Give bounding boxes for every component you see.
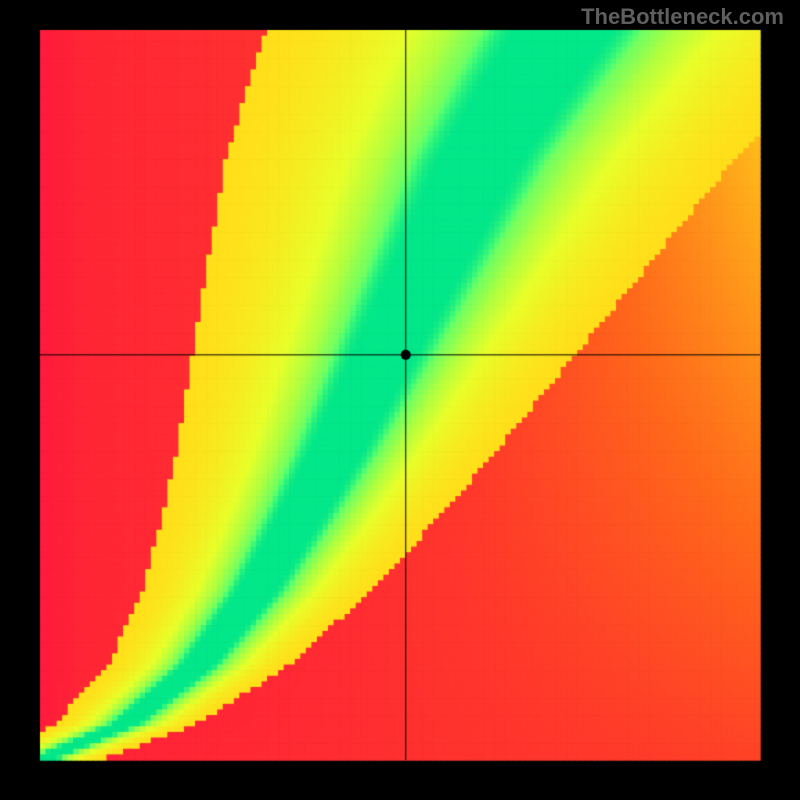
watermark-text: TheBottleneck.com xyxy=(581,4,784,30)
chart-container: TheBottleneck.com xyxy=(0,0,800,800)
heatmap-canvas xyxy=(0,0,800,800)
